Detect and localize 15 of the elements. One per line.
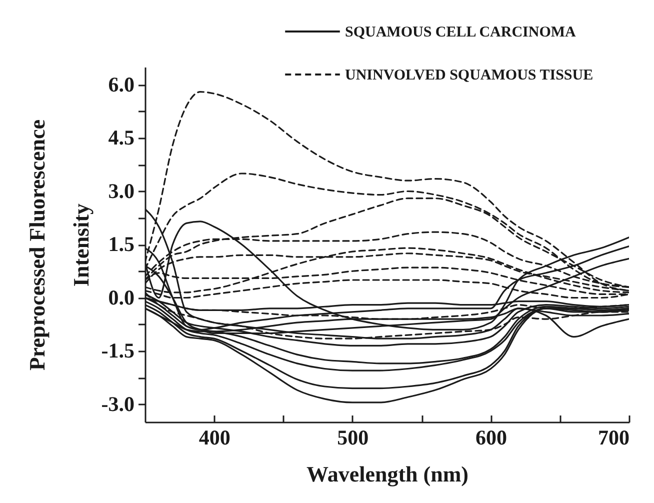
y-axis-title: Preprocessed Fluorescence Intensity (24, 119, 94, 371)
legend-label: UNINVOLVED SQUAMOUS TISSUE (345, 68, 594, 84)
x-axis-title: Wavelength (nm) (306, 462, 468, 486)
x-tick-label: 700 (598, 426, 630, 450)
y-tick-label: 4.5 (108, 126, 134, 150)
y-tick-label: -3.0 (101, 392, 134, 416)
y-tick-label: 6.0 (108, 72, 134, 96)
x-tick-label: 500 (337, 426, 369, 450)
y-tick-label: 1.5 (108, 232, 134, 256)
legend-label: SQUAMOUS CELL CARCINOMA (345, 24, 576, 40)
y-tick-label: 3.0 (108, 178, 134, 203)
x-tick-label: 600 (475, 426, 507, 450)
y-tick-label: 0.0 (108, 285, 134, 310)
y-tick-label: -1.5 (101, 338, 134, 362)
x-tick-label: 400 (198, 426, 230, 450)
